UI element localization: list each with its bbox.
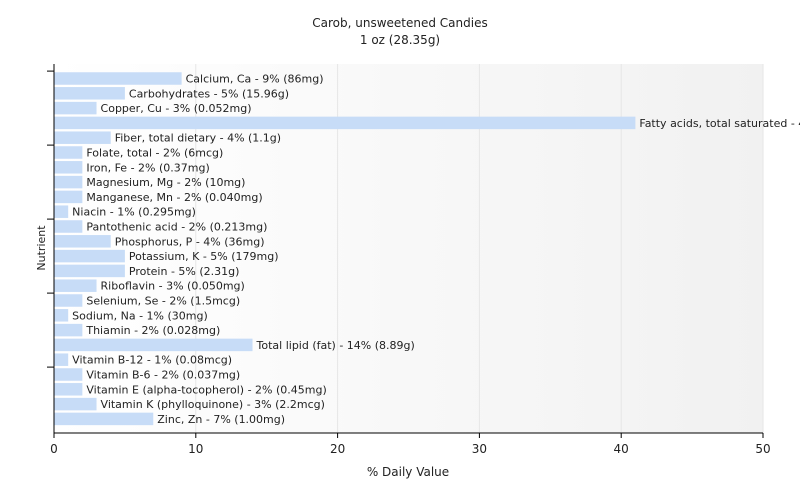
bar-data-label: Potassium, K - 5% (179mg) — [129, 250, 279, 263]
bar — [54, 220, 83, 233]
bar-data-label: Vitamin E (alpha-tocopherol) - 2% (0.45m… — [86, 383, 326, 396]
bar-data-label: Copper, Cu - 3% (0.052mg) — [101, 102, 252, 115]
bar — [54, 249, 125, 263]
bar — [54, 116, 636, 130]
bar-data-label: Magnesium, Mg - 2% (10mg) — [86, 176, 245, 189]
bar-data-label: Folate, total - 2% (6mcg) — [86, 147, 223, 160]
x-tick-label: 0 — [50, 442, 58, 456]
bar-data-label: Vitamin B-6 - 2% (0.037mg) — [86, 369, 240, 382]
bar — [54, 397, 97, 411]
bar — [54, 279, 97, 292]
bar — [54, 101, 97, 115]
bar — [54, 190, 83, 204]
bar — [54, 264, 125, 278]
bar — [54, 72, 182, 85]
chart-title: Carob, unsweetened Candies — [312, 16, 487, 30]
bar — [54, 383, 83, 396]
bar-data-label: Carbohydrates - 5% (15.96g) — [129, 87, 289, 100]
bar-labels: Calcium, Ca - 9% (86mg)Carbohydrates - 5… — [72, 73, 800, 426]
bar — [54, 368, 83, 381]
bar — [54, 175, 83, 189]
bar-data-label: Selenium, Se - 2% (1.5mcg) — [86, 295, 240, 308]
bar-data-label: Protein - 5% (2.31g) — [129, 265, 240, 278]
bar — [54, 412, 154, 426]
bar-data-label: Phosphorus, P - 4% (36mg) — [115, 235, 265, 248]
bar — [54, 323, 83, 337]
bar-data-label: Niacin - 1% (0.295mg) — [72, 206, 196, 219]
bar — [54, 205, 69, 218]
bar — [54, 235, 111, 248]
bar — [54, 131, 111, 144]
bar-data-label: Vitamin B-12 - 1% (0.08mcg) — [72, 354, 232, 367]
bar — [54, 161, 83, 174]
bar — [54, 294, 83, 307]
bar — [54, 146, 83, 159]
bar-data-label: Pantothenic acid - 2% (0.213mg) — [86, 221, 267, 234]
bar — [54, 87, 125, 100]
bar — [54, 309, 69, 322]
bar-data-label: Total lipid (fat) - 14% (8.89g) — [256, 339, 415, 352]
x-tick-label: 20 — [330, 442, 345, 456]
x-tick-label: 40 — [614, 442, 629, 456]
bar-data-label: Iron, Fe - 2% (0.37mg) — [86, 161, 209, 174]
bar-data-label: Sodium, Na - 1% (30mg) — [72, 309, 208, 322]
x-tick-label: 50 — [755, 442, 770, 456]
bars — [54, 72, 636, 426]
bar-data-label: Calcium, Ca - 9% (86mg) — [186, 73, 324, 86]
axes: 0 10 20 30 40 50 — [47, 64, 771, 456]
chart-subtitle: 1 oz (28.35g) — [360, 33, 440, 47]
bar-data-label: Zinc, Zn - 7% (1.00mg) — [157, 413, 285, 426]
bar-data-label: Thiamin - 2% (0.028mg) — [85, 324, 220, 337]
bar-data-label: Manganese, Mn - 2% (0.040mg) — [86, 191, 262, 204]
bar — [54, 338, 253, 352]
y-axis-label: Nutrient — [35, 225, 48, 271]
bar — [54, 353, 69, 366]
bar-data-label: Fatty acids, total saturated - 41% (8.22… — [639, 117, 800, 130]
bar-data-label: Fiber, total dietary - 4% (1.1g) — [115, 132, 281, 145]
bar-data-label: Riboflavin - 3% (0.050mg) — [101, 280, 245, 293]
x-tick-label: 30 — [472, 442, 487, 456]
bar-data-label: Vitamin K (phylloquinone) - 3% (2.2mcg) — [101, 398, 325, 411]
x-axis-label: % Daily Value — [367, 465, 449, 479]
x-tick-label: 10 — [188, 442, 203, 456]
